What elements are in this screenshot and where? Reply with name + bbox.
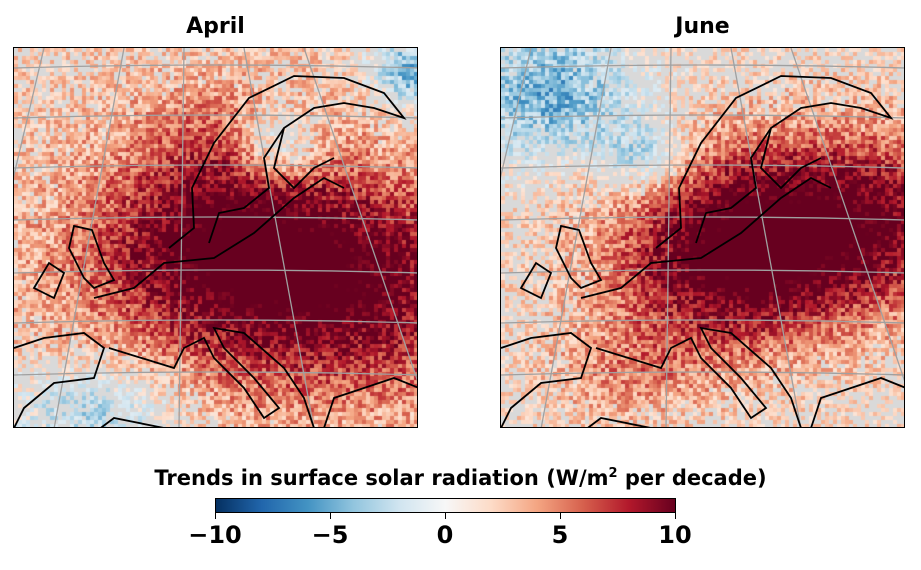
latitude-gridline [501,164,904,169]
coastline [501,332,593,427]
latitude-gridline [501,64,904,69]
colorbar-tick-label: 5 [551,521,569,549]
coastline [810,377,904,427]
latitude-gridline [14,114,417,119]
latitude-gridline [14,216,417,221]
june-coastlines-graticule [501,48,904,427]
april-title: April [186,14,245,39]
latitude-gridline [501,216,904,221]
june-trend-heatmap [501,48,904,427]
coastline [587,417,651,427]
coastline [68,224,116,290]
latitude-gridline [14,64,417,69]
latitude-gridline [501,319,904,324]
latitude-gridline [14,371,417,376]
longitude-gridline [501,48,532,178]
latitude-gridline [501,269,904,274]
latitude-gridline [501,371,904,376]
colorbar-tick [445,513,446,519]
coastline [580,176,832,299]
colorbar-tick [560,513,561,519]
colorbar-tick-label: 10 [658,521,692,549]
june-title: June [675,14,730,39]
colorbar-tick-label: 0 [436,521,454,549]
coastline [760,127,822,190]
coastline [655,75,894,249]
longitude-gridline [730,48,802,427]
latitude-gridline [14,319,417,324]
coastline [108,326,315,427]
coastline [14,332,106,427]
longitude-gridline [53,48,125,427]
april-map [13,47,418,428]
colorbar-label-end: per decade) [617,466,767,490]
april-coastlines-graticule [14,48,417,427]
longitude-gridline [243,48,315,427]
longitude-gridline [540,48,612,427]
colorbar-label-main: Trends in surface solar radiation (W/m [154,466,609,490]
latitude-gridline [14,269,417,274]
april-trend-heatmap [14,48,417,427]
coastline [100,417,164,427]
colorbar-tick-label: −5 [311,521,349,549]
coastline [519,261,553,300]
colorbar-label: Trends in surface solar radiation (W/m2 … [0,466,921,490]
coastline [93,176,345,299]
longitude-gridline [303,48,417,382]
coastline [323,377,417,427]
longitude-gridline [14,48,45,178]
coastline [595,326,802,427]
coastline [555,224,603,290]
longitude-gridline [790,48,904,382]
colorbar-label-sup: 2 [608,466,618,481]
coastline [273,127,335,190]
june-map [500,47,905,428]
colorbar-tick-label: −10 [188,521,242,549]
coastline [32,261,66,300]
colorbar-tick [330,513,331,519]
colorbar [215,498,676,513]
colorbar-tick [215,513,216,519]
latitude-gridline [501,114,904,119]
coastline [168,75,407,249]
colorbar-tick [675,513,676,519]
latitude-gridline [14,164,417,169]
